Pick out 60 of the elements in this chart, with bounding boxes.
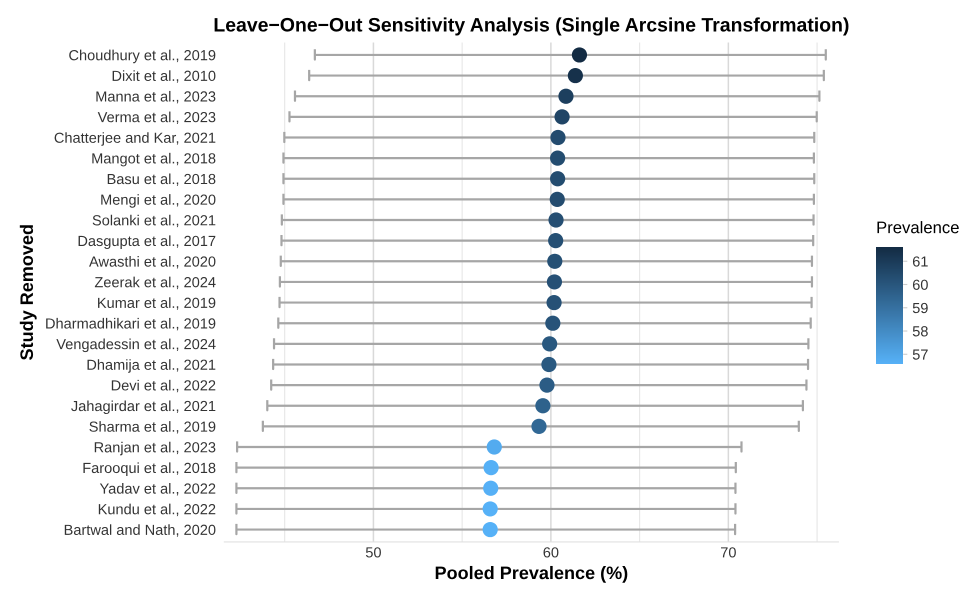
point [486, 439, 502, 455]
y-axis-title: Study Removed [20, 225, 37, 360]
y-tick-label: Jahagirdar et al., 2021 [71, 400, 216, 414]
point [550, 150, 566, 166]
y-tick-label: Dharmadhikari et al., 2019 [46, 318, 216, 330]
y-tick-label: Dixit et al., 2010 [112, 70, 216, 83]
y-tick-label: Basu et al., 2018 [108, 173, 216, 186]
y-tick-label: Zeerak et al., 2024 [94, 276, 216, 290]
y-tick-label: Yadav et al., 2022 [100, 483, 216, 496]
point [539, 378, 555, 393]
point [546, 274, 562, 290]
point [531, 418, 547, 434]
point [483, 480, 498, 496]
point [541, 356, 557, 372]
point [482, 501, 498, 517]
point [548, 233, 564, 248]
x-tick-label: 50 [366, 547, 381, 558]
y-tick-label: Solanki et al., 2021 [92, 214, 216, 228]
y-tick-label: Mengi et al., 2020 [101, 194, 216, 208]
y-tick-label: Dhamija et al., 2021 [88, 359, 216, 373]
color-bar-title: Prevalence [877, 221, 959, 234]
y-tick-label: Ranjan et al., 2023 [94, 442, 216, 456]
color-bar-label: 59 [912, 302, 928, 314]
point [568, 68, 583, 84]
y-tick-label: Dasgupta et al., 2017 [78, 235, 216, 249]
point [545, 316, 560, 331]
y-tick-label: Chatterjee and Kar, 2021 [54, 132, 216, 146]
color-bar-label: 58 [912, 326, 928, 336]
y-tick-label: Awasthi et al., 2020 [89, 256, 216, 268]
x-tick-label: 60 [544, 547, 558, 558]
point [535, 398, 551, 414]
point [554, 109, 570, 124]
y-tick-label: Vengadessin et al., 2024 [56, 338, 216, 352]
y-tick-label: Mangot et al., 2018 [92, 152, 216, 166]
color-bar-label: 61 [912, 256, 928, 267]
point [542, 336, 558, 352]
y-tick-label: Manna et al., 2023 [96, 90, 216, 104]
point [548, 212, 564, 228]
point [547, 254, 562, 269]
x-axis-title: Pooled Prevalence (%) [436, 566, 628, 583]
y-tick-label: Kumar et al., 2019 [98, 297, 216, 310]
x-tick-label: 70 [720, 547, 736, 558]
y-tick-label: Devi et al., 2022 [112, 380, 216, 392]
y-tick-label: Kundu et al., 2022 [98, 504, 216, 516]
point [482, 522, 498, 538]
y-tick-label: Choudhury et al., 2019 [69, 50, 216, 64]
y-tick-label: Verma et al., 2023 [98, 112, 216, 124]
color-bar-label: 60 [912, 280, 928, 290]
point [558, 88, 574, 104]
y-tick-label: Farooqui et al., 2018 [83, 462, 216, 476]
point [483, 460, 499, 476]
y-tick-label: Sharma et al., 2019 [89, 421, 216, 434]
point [550, 192, 565, 207]
point [550, 130, 566, 146]
point [546, 294, 562, 310]
point [572, 47, 588, 63]
color-bar-label: 57 [912, 350, 928, 360]
point [550, 171, 566, 186]
y-tick-label: Bartwal and Nath, 2020 [64, 524, 216, 537]
chart-title: Leave−One−Out Sensitivity Analysis (Single Arcsine Transformation) [214, 17, 848, 36]
